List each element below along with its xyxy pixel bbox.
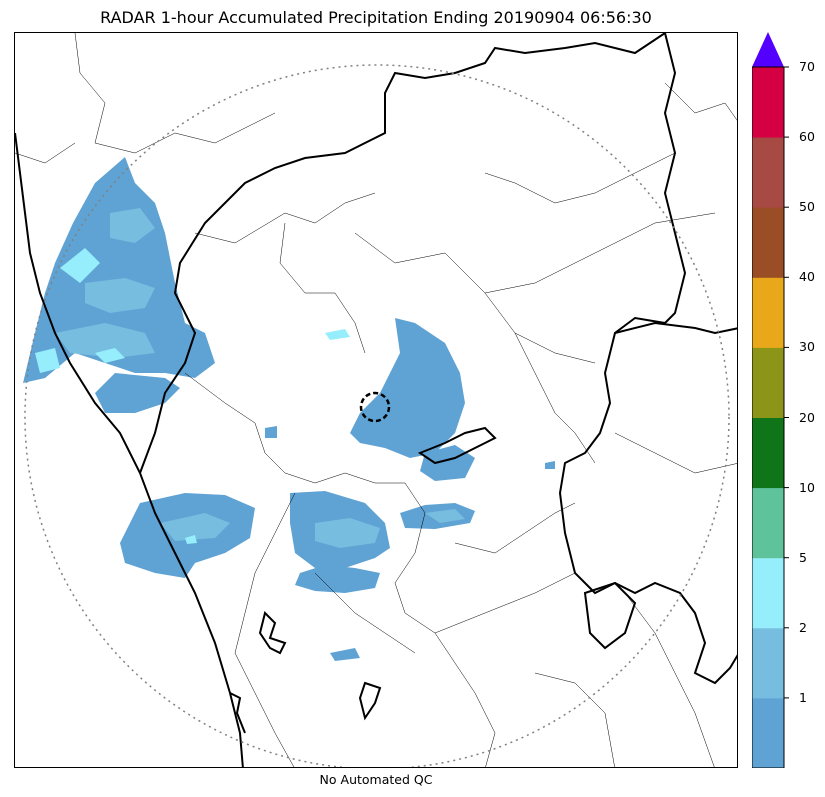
state-border-enclave (417, 426, 497, 465)
colorbar-segment (752, 697, 784, 769)
district-boundary (279, 222, 366, 354)
colorbar-segment (752, 137, 784, 208)
heavy-cell (60, 248, 100, 283)
moderate-cell (85, 278, 155, 313)
colorbar-ticks (784, 66, 789, 699)
district-boundary (484, 212, 716, 294)
district-boundary (664, 82, 737, 121)
rain-cell-west (95, 373, 180, 413)
district-boundary (234, 492, 296, 767)
rain-cell-south (295, 565, 380, 593)
state-border-east (558, 33, 737, 685)
heavy-cell (35, 348, 60, 373)
rain-cell-far-south (330, 648, 360, 661)
colorbar-tick-label: 2 (799, 619, 807, 635)
colorbar-tick-label: 20 (799, 409, 815, 425)
colorbar-segment (752, 487, 784, 559)
state-border-enclave (583, 581, 637, 650)
colorbar-extend-arrow (752, 32, 784, 67)
colorbar-segment (752, 67, 784, 138)
state-borders (15, 33, 737, 767)
colorbar-segment (752, 347, 784, 418)
state-border-north (139, 33, 666, 474)
state-border-enclave (229, 692, 246, 734)
precipitation-layer (23, 157, 555, 661)
colorbar-tick-label: 10 (799, 479, 815, 495)
moderate-cell (55, 323, 155, 358)
map-title: RADAR 1-hour Accumulated Precipitation E… (100, 8, 652, 27)
colorbar-segment (752, 207, 784, 278)
radar-map-canvas (15, 33, 737, 767)
heavy-precipitation-layer (35, 248, 350, 544)
state-border-enclave (358, 681, 382, 721)
colorbar-tick-label: 40 (799, 269, 815, 285)
district-boundary (514, 332, 596, 464)
radar-site-marker (359, 391, 391, 423)
moderate-cell (110, 208, 155, 243)
district-boundary (394, 482, 496, 767)
radar-map[interactable] (14, 32, 738, 768)
colorbar-tick-label: 1 (799, 689, 807, 705)
colorbar-tick-label: 60 (799, 129, 815, 145)
colorbar-segment (752, 557, 784, 629)
moderate-precipitation-layer (55, 208, 465, 548)
colorbar-segment (752, 417, 784, 489)
state-border-east-spur (614, 321, 737, 335)
rain-cell-center (350, 318, 465, 458)
colorbar-tick-label: 50 (799, 199, 815, 215)
colorbar-graphic (751, 32, 789, 769)
colorbar-tick-label: 70 (799, 59, 815, 74)
rain-speck (545, 461, 555, 469)
district-boundary (74, 33, 276, 154)
district-boundary (614, 432, 737, 474)
heavy-cell (325, 329, 350, 340)
district-boundary (15, 142, 76, 164)
moderate-cell (160, 513, 230, 541)
colorbar-tick-label: 30 (799, 339, 815, 355)
colorbar-segment (752, 277, 784, 348)
heavy-cell (185, 535, 197, 544)
district-boundary (624, 592, 715, 767)
colorbar-segments (752, 67, 784, 769)
district-boundary (194, 192, 376, 244)
heavy-cell (95, 348, 125, 363)
radar-range-ring (24, 64, 730, 767)
district-boundary (484, 152, 676, 204)
district-boundary (184, 372, 405, 484)
moderate-cell (315, 518, 380, 548)
district-boundary (314, 572, 416, 654)
rain-cell-northwest (23, 157, 215, 383)
district-boundaries (15, 33, 737, 767)
district-boundary (434, 572, 576, 634)
rain-speck (265, 426, 277, 438)
state-border-enclave (258, 611, 287, 655)
colorbar-segment (752, 627, 784, 699)
colorbar-tick-label: 5 (799, 549, 807, 565)
district-boundary (354, 232, 596, 364)
coastline (15, 132, 244, 767)
qc-note: No Automated QC (319, 772, 433, 787)
colorbar: 1 2 5 10 20 30 40 50 60 70 (751, 32, 824, 769)
moderate-cell (425, 509, 465, 523)
